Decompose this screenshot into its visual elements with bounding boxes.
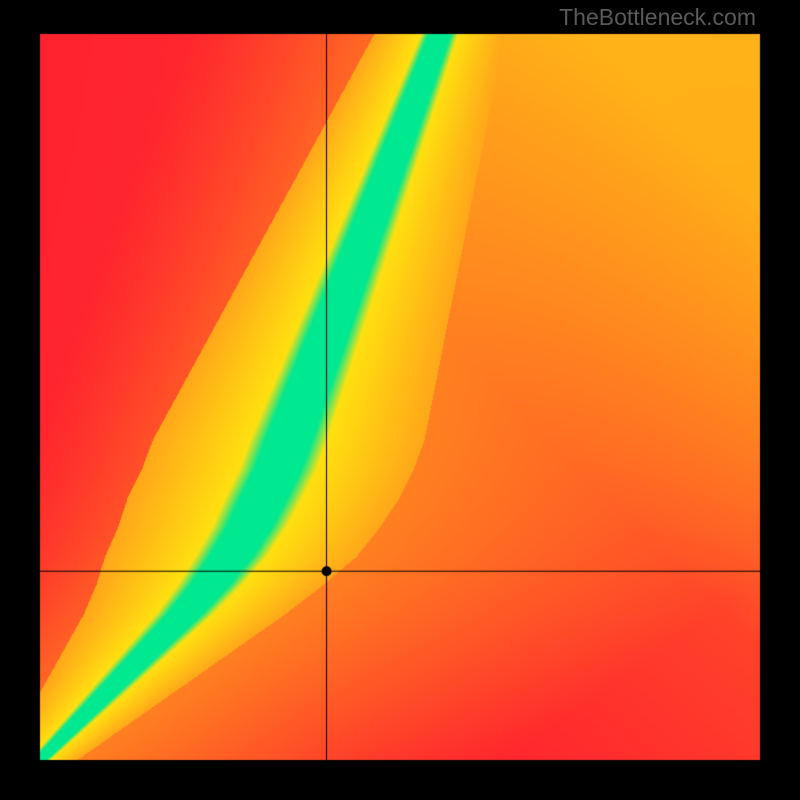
chart-container: TheBottleneck.com	[0, 0, 800, 800]
bottleneck-heatmap	[0, 0, 800, 800]
watermark-text: TheBottleneck.com	[559, 4, 756, 31]
